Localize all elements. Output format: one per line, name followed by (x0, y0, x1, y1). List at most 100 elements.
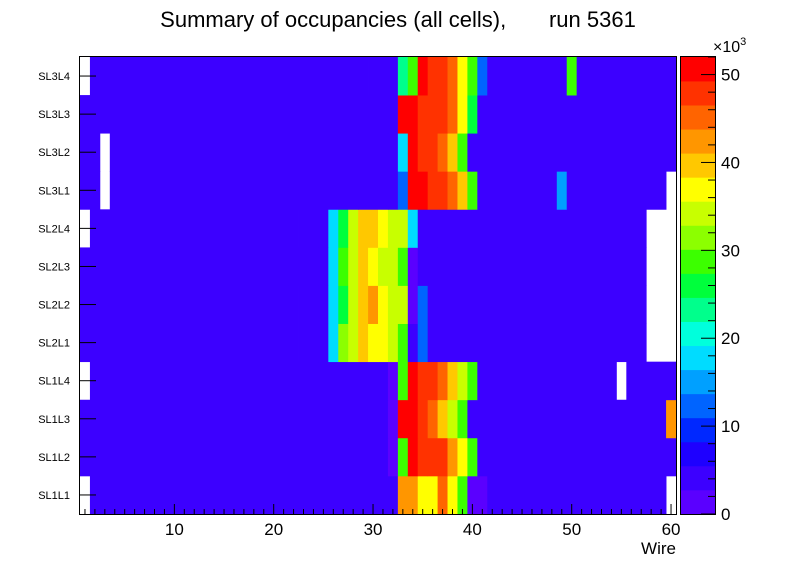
heatmap-cell (477, 171, 498, 210)
heatmap-cell (477, 437, 508, 477)
heatmap-cell (407, 171, 429, 210)
heatmap-cell (447, 133, 458, 172)
heatmap-cell (358, 247, 369, 286)
heatmap-cell (358, 209, 379, 248)
heatmap-cell (457, 133, 468, 172)
heatmap-cell (467, 171, 478, 210)
heatmap-cell (80, 437, 349, 477)
heatmap-cell (358, 285, 369, 324)
heatmap-cell (467, 57, 478, 96)
heatmap-cell (80, 247, 289, 286)
heatmap-cell (397, 171, 409, 210)
heatmap-cell (387, 171, 399, 210)
heatmap-cell (109, 133, 369, 172)
palette-tick-label: 10 (721, 417, 740, 436)
heatmap-cell (407, 323, 419, 363)
heatmap-cell (358, 323, 369, 363)
x-tick-label: 30 (364, 520, 383, 539)
heatmap-cell (387, 285, 409, 324)
heatmap-cell (348, 361, 389, 401)
palette-band (681, 57, 715, 82)
heatmap-cell (457, 475, 468, 515)
heatmap-cell (348, 437, 389, 477)
heatmap-cell (338, 285, 349, 324)
heatmap-cell (387, 361, 399, 401)
heatmap-cell (387, 95, 399, 134)
heatmap-cell (387, 437, 399, 477)
palette-tick-label: 40 (721, 153, 740, 172)
palette-multiplier: ×103 (713, 36, 746, 56)
heatmap-cell (447, 437, 458, 477)
heatmap-cell (407, 437, 419, 477)
palette-band (681, 345, 715, 371)
heatmap-cell (387, 399, 399, 439)
heatmap-cell (417, 361, 438, 401)
heatmap-cell (318, 209, 329, 248)
heatmap-cell (348, 475, 389, 515)
heatmap-cell (397, 323, 409, 363)
heatmap-cell (457, 57, 468, 96)
heatmap-cell (397, 361, 409, 401)
heatmap-cell (507, 57, 568, 96)
y-tick-label: SL1L4 (38, 376, 70, 388)
heatmap-cell (318, 285, 329, 324)
heatmap-cell (427, 133, 438, 172)
palette-band (681, 489, 715, 515)
palette-band (681, 153, 715, 178)
heatmap-cell (427, 285, 448, 324)
heatmap-cell (566, 171, 667, 210)
heatmap-cell (368, 285, 379, 324)
heatmap-cell (288, 247, 319, 286)
y-tick-label: SL2L2 (38, 300, 70, 312)
heatmap-cell (417, 95, 429, 134)
heatmap-cell (497, 171, 558, 210)
heatmap-cell (437, 361, 448, 401)
heatmap-cell (437, 209, 647, 248)
heatmap-cell (556, 171, 568, 210)
heatmap-cell (447, 285, 647, 324)
heatmap-cell (477, 133, 508, 172)
heatmap-cell (427, 95, 448, 134)
heatmap-cell (477, 57, 488, 96)
heatmap-cell (427, 437, 448, 477)
heatmap-cell (99, 475, 349, 515)
heatmap-cell (387, 475, 399, 515)
heatmap-cell (80, 95, 359, 134)
heatmap-cell (417, 57, 429, 96)
y-tick-label: SL3L3 (38, 109, 70, 121)
palette-tick-label: 30 (721, 241, 740, 260)
x-tick-label: 50 (562, 520, 581, 539)
x-axis-title: Wire (641, 539, 676, 558)
x-axis-ticks: 10 20 30 40 50 60 (84, 504, 680, 539)
heatmap-cell (328, 323, 339, 363)
heatmap-cell (338, 247, 349, 286)
heatmap-cell (338, 323, 349, 363)
heatmap-cell (378, 247, 399, 286)
heatmap-cell (417, 285, 429, 324)
palette-multiplier-exp: 3 (740, 36, 746, 48)
palette-multiplier-base: ×10 (713, 39, 740, 56)
heatmap-cell (507, 361, 617, 401)
heatmap-cell (397, 57, 409, 96)
heatmap-cell (457, 361, 468, 401)
palette-tick-label: 50 (721, 66, 740, 85)
heatmap-cell (566, 57, 578, 96)
heatmap-cell (407, 133, 419, 172)
y-tick-label: SL1L1 (38, 490, 70, 502)
y-tick-label: SL3L4 (38, 71, 70, 83)
heatmap-cell (407, 247, 419, 286)
heatmap-cell (447, 361, 458, 401)
heatmap-cell (109, 171, 359, 210)
heatmap-cell (437, 475, 448, 515)
heatmap-cell (80, 285, 299, 324)
heatmap-cell (467, 95, 478, 134)
heatmap-cell (80, 399, 349, 439)
heatmap-cell (447, 171, 458, 210)
heatmap-cell (368, 133, 399, 172)
heatmap-cell (348, 209, 359, 248)
heatmap-cell (417, 475, 438, 515)
heatmap-cell (467, 361, 478, 401)
heatmap-cell (368, 247, 379, 286)
heatmap-cell (397, 95, 419, 134)
